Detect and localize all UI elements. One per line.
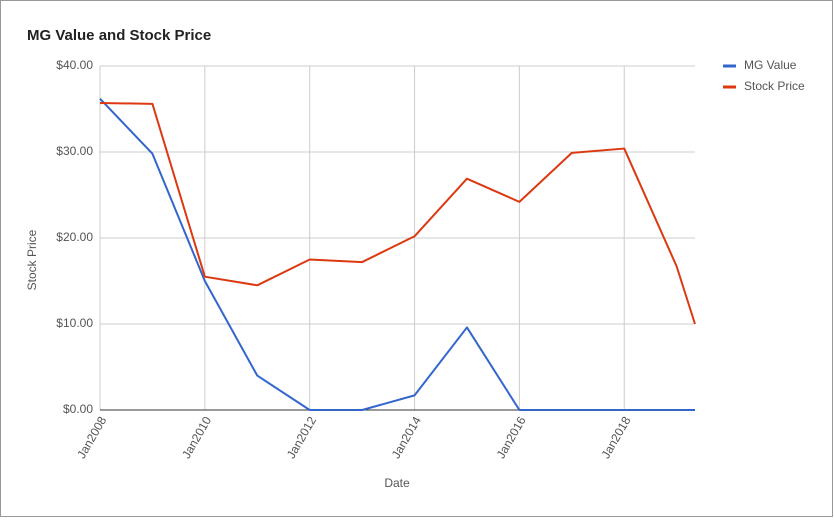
y-tick-label: $20.00 <box>56 230 93 244</box>
x-axis-label: Date <box>384 476 410 490</box>
y-axis-label: Stock Price <box>25 229 39 290</box>
y-tick-label: $40.00 <box>56 58 93 72</box>
chart-title: MG Value and Stock Price <box>27 27 211 44</box>
legend-label: MG Value <box>744 58 797 72</box>
y-tick-label: $0.00 <box>63 402 93 416</box>
series-line <box>99 101 696 325</box>
y-tick-label: $30.00 <box>56 144 93 158</box>
legend-label: Stock Price <box>744 79 805 93</box>
series-line <box>99 97 695 411</box>
y-tick-label: $10.00 <box>56 316 93 330</box>
